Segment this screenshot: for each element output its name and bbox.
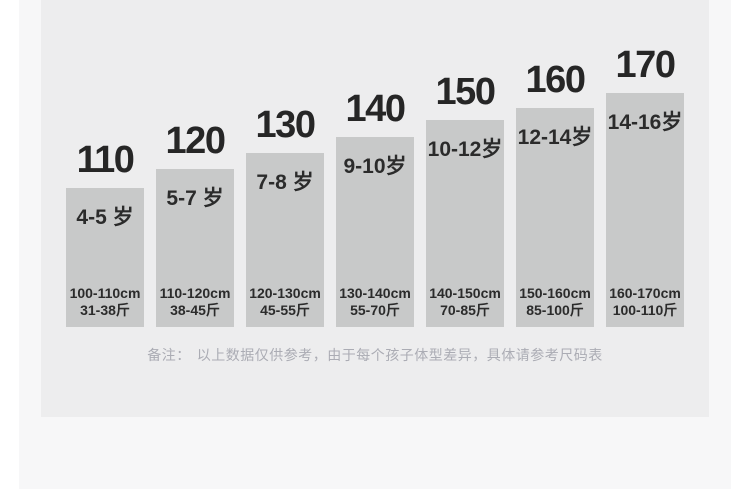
size-label: 120 [165, 120, 226, 162]
size-label: 110 [76, 139, 135, 181]
note-text: 备注： 以上数据仅供参考，由于每个孩子体型差异，具体请参考尺码表 [41, 345, 709, 365]
size-label: 140 [345, 88, 406, 130]
age-range-label: 10-12岁 [427, 138, 503, 161]
height-range-label: 130-140cm [339, 285, 411, 301]
size-bar-group-140: 140 9-10岁 130-140cm 55-70斤 [336, 0, 414, 417]
height-range-label: 120-130cm [249, 285, 321, 301]
size-bar: 5-7 岁 110-120cm 38-45斤 [156, 169, 234, 327]
range-block: 110-120cm 38-45斤 [156, 285, 234, 319]
note-body-label: 以上数据仅供参考，由于每个孩子体型差异，具体请参考尺码表 [196, 347, 603, 363]
age-range-label: 9-10岁 [343, 155, 407, 178]
weight-range-label: 100-110斤 [612, 302, 678, 318]
age-range-label: 7-8 岁 [256, 171, 314, 194]
range-block: 120-130cm 45-55斤 [246, 285, 324, 319]
weight-range-label: 85-100斤 [526, 302, 584, 318]
size-label: 160 [525, 59, 586, 101]
size-bar: 9-10岁 130-140cm 55-70斤 [336, 137, 414, 327]
note-prefix-label: 备注： [147, 347, 191, 363]
range-block: 150-160cm 85-100斤 [516, 285, 594, 319]
size-bar: 4-5 岁 100-110cm 31-38斤 [66, 188, 144, 327]
size-bar-group-170: 170 14-16岁 160-170cm 100-110斤 [606, 0, 684, 417]
weight-range-label: 31-38斤 [80, 302, 130, 318]
weight-range-label: 55-70斤 [350, 302, 400, 318]
range-block: 100-110cm 31-38斤 [66, 285, 144, 319]
range-block: 140-150cm 70-85斤 [426, 285, 504, 319]
age-range-label: 4-5 岁 [76, 206, 134, 229]
height-range-label: 160-170cm [609, 285, 681, 301]
range-block: 160-170cm 100-110斤 [606, 285, 684, 319]
size-label: 130 [255, 104, 316, 146]
size-bar: 12-14岁 150-160cm 85-100斤 [516, 108, 594, 327]
age-range-label: 5-7 岁 [166, 187, 224, 210]
height-range-label: 100-110cm [69, 285, 141, 301]
size-bar-group-120: 120 5-7 岁 110-120cm 38-45斤 [156, 0, 234, 417]
size-bar: 14-16岁 160-170cm 100-110斤 [606, 93, 684, 327]
age-range-label: 14-16岁 [607, 111, 683, 134]
age-range-label: 12-14岁 [517, 126, 593, 149]
height-range-label: 150-160cm [519, 285, 591, 301]
size-bar-group-150: 150 10-12岁 140-150cm 70-85斤 [426, 0, 504, 417]
size-bar-group-110: 110 4-5 岁 100-110cm 31-38斤 [66, 0, 144, 417]
size-bar: 10-12岁 140-150cm 70-85斤 [426, 120, 504, 327]
range-block: 130-140cm 55-70斤 [336, 285, 414, 319]
height-range-label: 140-150cm [429, 285, 501, 301]
size-label: 170 [615, 44, 676, 86]
size-bar-group-130: 130 7-8 岁 120-130cm 45-55斤 [246, 0, 324, 417]
size-bar-group-160: 160 12-14岁 150-160cm 85-100斤 [516, 0, 594, 417]
height-range-label: 110-120cm [159, 285, 231, 301]
weight-range-label: 38-45斤 [170, 302, 220, 318]
size-label: 150 [435, 71, 496, 113]
weight-range-label: 45-55斤 [260, 302, 310, 318]
weight-range-label: 70-85斤 [440, 302, 490, 318]
size-bar: 7-8 岁 120-130cm 45-55斤 [246, 153, 324, 327]
